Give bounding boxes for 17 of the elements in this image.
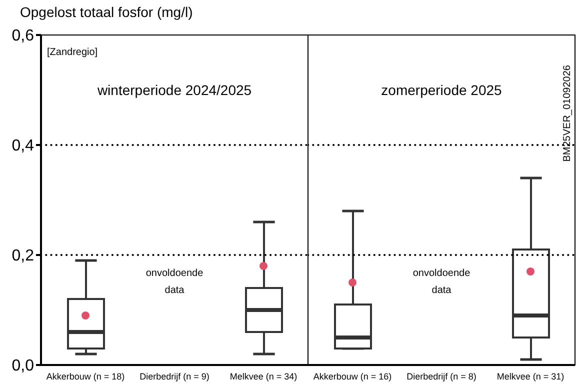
annotation: [Zandregio] <box>47 47 98 58</box>
text: zomerperiode 2025 <box>381 82 502 98</box>
x-tick-label: Akkerbouw (n = 18) <box>46 371 125 382</box>
y-axis-title: Opgelost totaal fosfor (mg/l) <box>20 4 193 20</box>
annotation: onvoldoende data <box>412 268 471 296</box>
x-tick-label: Dierbedrijf (n = 9) <box>140 371 210 382</box>
y-tick-label: 0,6 <box>12 28 34 45</box>
text: winterperiode 2024/2025 <box>96 82 252 98</box>
y-tick-label: 0,0 <box>12 358 34 375</box>
annotation: onvoldoende data <box>146 268 204 296</box>
y-tick-label: 0,4 <box>12 138 34 155</box>
x-tick-label: Melkvee (n = 34) <box>230 371 298 382</box>
x-tick-label: Melkvee (n = 31) <box>496 371 564 382</box>
annotation: BM25VER_01092026 <box>562 64 573 162</box>
x-tick-label: Akkerbouw (n = 16) <box>313 371 392 382</box>
y-tick-label: 0,2 <box>12 248 34 265</box>
x-tick-label: Dierbedrijf (n = 8) <box>406 371 476 382</box>
